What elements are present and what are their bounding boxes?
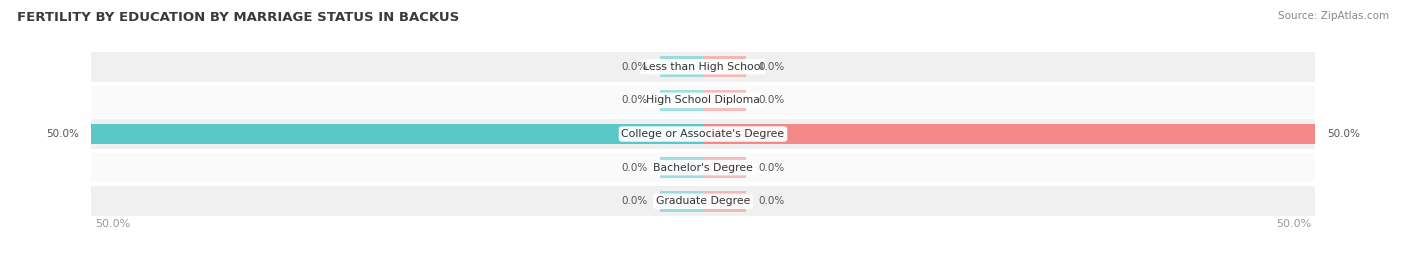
Text: Less than High School: Less than High School: [643, 62, 763, 72]
Bar: [91, 52, 1315, 81]
Text: 0.0%: 0.0%: [621, 62, 648, 72]
Text: 50.0%: 50.0%: [1327, 129, 1360, 139]
Bar: [703, 90, 745, 111]
Text: High School Diploma: High School Diploma: [647, 95, 759, 105]
Text: 0.0%: 0.0%: [758, 163, 785, 173]
Bar: [661, 191, 703, 212]
Bar: [661, 90, 703, 111]
Text: 50.0%: 50.0%: [96, 219, 131, 229]
Text: 0.0%: 0.0%: [758, 196, 785, 206]
Bar: [661, 56, 703, 77]
Text: College or Associate's Degree: College or Associate's Degree: [621, 129, 785, 139]
Bar: [661, 157, 703, 178]
Text: 50.0%: 50.0%: [46, 129, 79, 139]
Bar: [91, 124, 703, 144]
Bar: [91, 187, 1315, 216]
Bar: [703, 124, 1315, 144]
Text: 0.0%: 0.0%: [621, 95, 648, 105]
Bar: [91, 119, 1315, 149]
Text: Graduate Degree: Graduate Degree: [655, 196, 751, 206]
Bar: [703, 157, 745, 178]
Bar: [703, 56, 745, 77]
Bar: [91, 85, 1315, 115]
Text: 0.0%: 0.0%: [758, 95, 785, 105]
Text: 50.0%: 50.0%: [1275, 219, 1310, 229]
Text: Source: ZipAtlas.com: Source: ZipAtlas.com: [1278, 11, 1389, 21]
Text: FERTILITY BY EDUCATION BY MARRIAGE STATUS IN BACKUS: FERTILITY BY EDUCATION BY MARRIAGE STATU…: [17, 11, 460, 24]
Text: Bachelor's Degree: Bachelor's Degree: [652, 163, 754, 173]
Text: 0.0%: 0.0%: [758, 62, 785, 72]
Text: 0.0%: 0.0%: [621, 196, 648, 206]
Bar: [703, 191, 745, 212]
Text: 0.0%: 0.0%: [621, 163, 648, 173]
Bar: [91, 153, 1315, 183]
